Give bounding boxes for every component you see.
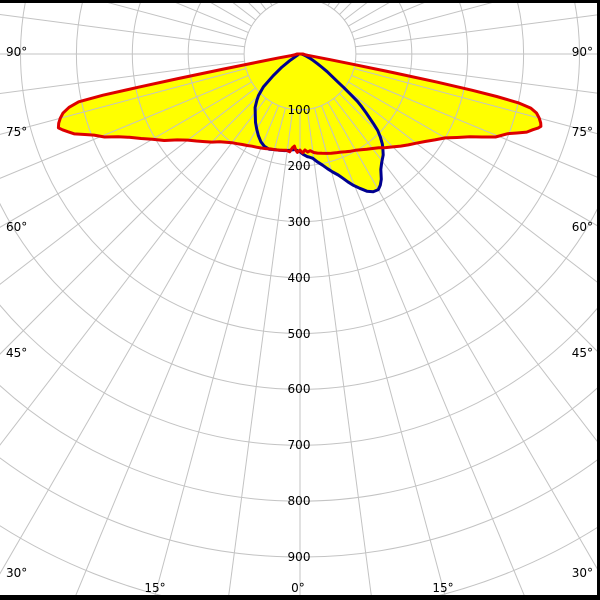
angle-label: 45° [572,346,593,360]
angle-label: 90° [572,45,593,59]
angle-label: 75° [6,125,27,139]
ring-label: 700 [288,438,311,452]
grid-ray [355,13,600,48]
angle-label: 75° [572,125,593,139]
ring-label: 400 [288,271,311,285]
angle-label: 30° [572,566,593,580]
grid-ray [0,60,245,95]
frame-bottom [0,595,600,600]
frame-right [597,0,600,600]
grid-ray [227,109,294,600]
grid-ray [339,93,600,355]
ring-label: 800 [288,494,311,508]
ring-label: 600 [288,382,311,396]
grid-ray [348,81,600,228]
grid-ray [73,105,280,600]
grid-ray [0,68,247,135]
grid-ray [0,87,257,285]
angle-label: 0° [291,581,305,595]
ring-label: 900 [288,550,311,564]
grid-ray [333,97,600,446]
ring-label: 500 [288,327,311,341]
grid-ray [320,105,527,600]
grid-ray [96,0,247,40]
grid-ray [355,60,600,95]
ring-label: 100 [288,103,311,117]
grid-ray [306,109,373,600]
grid-ray [0,74,249,179]
grid-ray [314,107,447,600]
grid-ray [327,102,600,575]
grid-ray [351,74,600,179]
angle-label: 90° [6,45,27,59]
ring-label: 300 [288,215,311,229]
grid-ray [353,0,504,40]
grid-ray [0,97,267,446]
frame-top [0,0,600,3]
angle-label: 30° [6,566,27,580]
angle-label: 60° [6,220,27,234]
ring-label: 200 [288,159,311,173]
angle-label: 45° [6,346,27,360]
grid-ray [0,102,273,575]
angle-label: 60° [572,220,593,234]
red-curve [56,52,543,155]
angle-label: 15° [144,581,165,595]
grid-ray [0,81,252,228]
grid-ray [0,13,245,48]
grid-ray [153,107,286,600]
grid-ray [0,93,261,355]
blue-curve [253,52,385,194]
grid-ray [353,68,600,135]
angle-label: 15° [432,581,453,595]
